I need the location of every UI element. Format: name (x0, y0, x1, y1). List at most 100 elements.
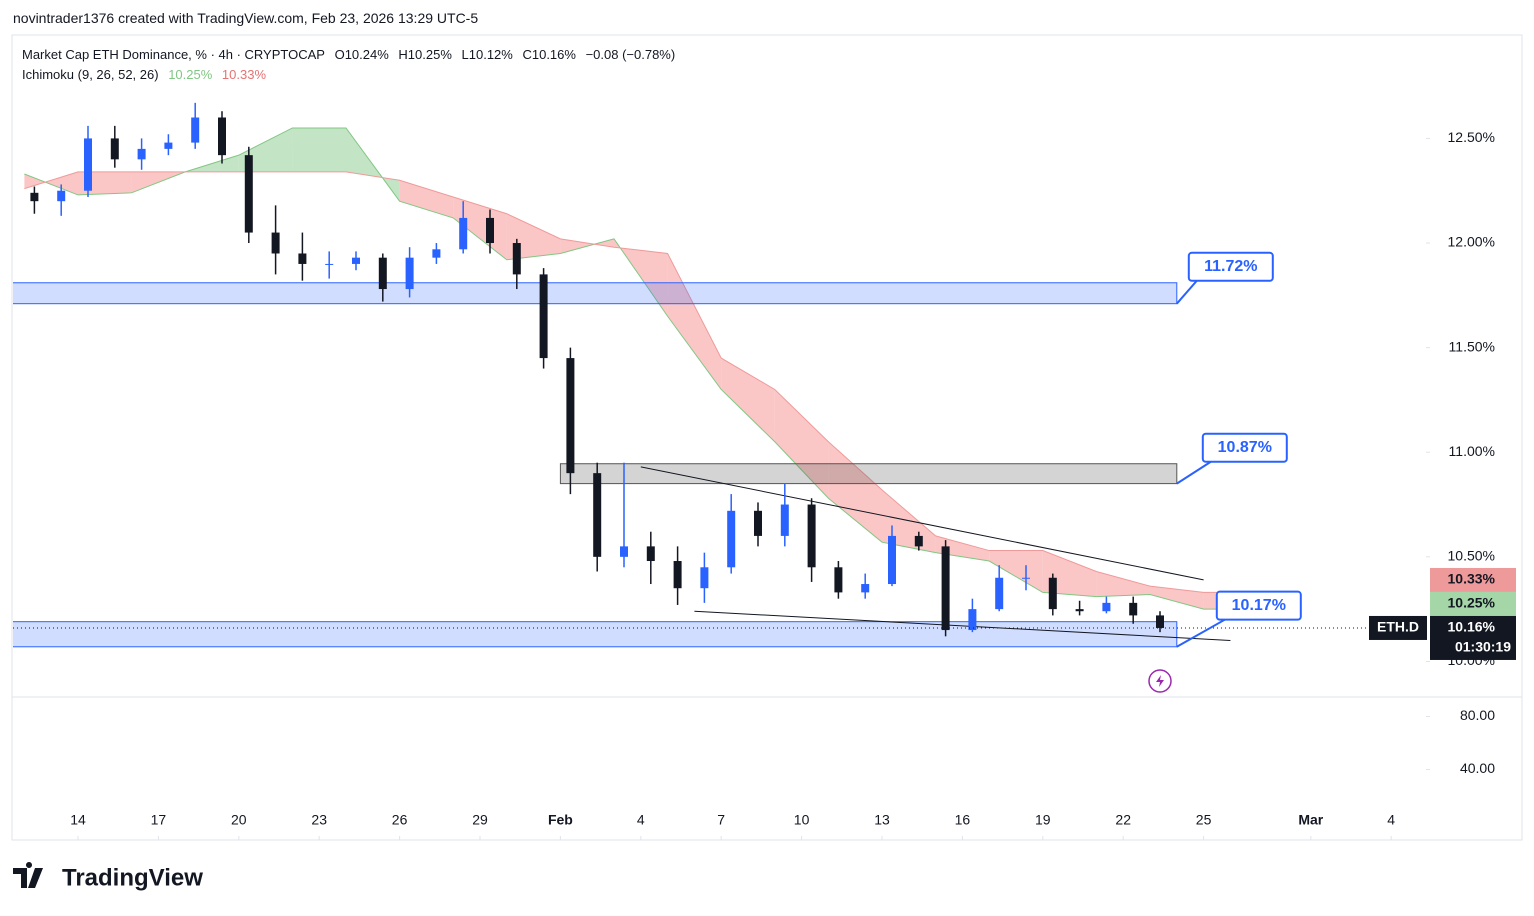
trend-line (640, 466, 1204, 581)
x-tick-label: 22 (1115, 812, 1131, 828)
x-tick-label: 13 (874, 812, 890, 828)
change: −0.08 (−0.78%) (585, 47, 676, 62)
callout-leader (1176, 618, 1226, 648)
candle-body (57, 190, 66, 202)
indicator: Ichimoku (9, 26, 52, 26) (22, 67, 159, 82)
ohlc-low: L10.12% (461, 47, 513, 62)
x-tick-label: 29 (472, 812, 488, 828)
candle-body (218, 117, 226, 156)
callout-leader (1176, 280, 1198, 305)
cloud-fill (667, 253, 722, 390)
candle-body (1156, 615, 1164, 628)
candle-body (1129, 602, 1138, 616)
candle-body (110, 138, 119, 160)
indicator-badge-label: 10.25% (1448, 595, 1496, 611)
callout-box (1187, 251, 1274, 282)
cloud-fill (721, 358, 775, 442)
x-tick-label: 25 (1196, 812, 1212, 828)
candle-body (807, 504, 816, 568)
indicator-value: 10.33% (221, 67, 267, 82)
cloud-fill (399, 180, 454, 218)
candle-body (30, 192, 39, 202)
ohlc-close: C10.16% (522, 47, 576, 62)
chart-frame (11, 34, 1523, 841)
candle-body (700, 567, 709, 589)
callout-label: 10.87% (1218, 439, 1272, 456)
brand-name: TradingView (62, 864, 203, 891)
x-tick-label: 19 (1035, 812, 1051, 828)
ohlc-open: O10.24% (334, 47, 389, 62)
candle-body (995, 577, 1004, 610)
candle-body (888, 535, 896, 585)
last-price-label: 10.16% (1448, 619, 1496, 635)
countdown: 01:30:19 (1455, 639, 1511, 655)
x-tick-label: Mar (1298, 812, 1323, 828)
ohlc-high: H10.25% (398, 47, 452, 62)
cloud-fill (292, 127, 346, 172)
y-tick-label: 11.00% (1449, 443, 1495, 459)
candle-body (1048, 577, 1057, 610)
indicator-badge (1430, 591, 1516, 616)
candle-body (137, 148, 146, 160)
plot-area (13, 102, 1426, 648)
symbol-badge-label: ETH.D (1377, 619, 1419, 635)
candle-body (459, 217, 468, 250)
candle-body (164, 142, 173, 149)
attribution: novintrader1376 created with TradingView… (13, 10, 479, 26)
callout-label: 10.17% (1232, 597, 1286, 614)
x-tick-label: 17 (151, 812, 167, 828)
y-tick-label: 40.00 (1460, 760, 1495, 776)
candle-body (512, 243, 521, 275)
trend-line (694, 610, 1231, 642)
candle-body (378, 257, 387, 290)
cloud-fill (828, 441, 882, 543)
indicator-value: 10.25% (168, 67, 213, 82)
cloud-span (24, 127, 1258, 610)
cloud-fill (453, 196, 507, 260)
candle-body (1075, 609, 1084, 612)
candle-body (727, 510, 736, 568)
y-tick-label: 12.50% (1448, 129, 1495, 145)
candle-body (325, 263, 334, 265)
x-tick-label: 26 (392, 812, 408, 828)
symbol-badge (1369, 615, 1427, 640)
indicator-badge (1430, 567, 1516, 592)
callout-box (1201, 432, 1288, 463)
candle-body (941, 546, 950, 631)
x-tick-label: 10 (794, 812, 810, 828)
y-tick-label: 12.00% (1448, 234, 1495, 250)
brand-logo (13, 862, 43, 888)
indicator-badge-label: 10.33% (1448, 571, 1496, 587)
candle-body (539, 274, 548, 359)
candle-body (780, 504, 789, 536)
cloud-fill (989, 550, 1043, 593)
candle-body (861, 584, 870, 593)
x-tick-label: 16 (955, 812, 971, 828)
y-tick-label: 80.00 (1460, 707, 1495, 723)
x-tick-label: 20 (231, 812, 247, 828)
legend: Market Cap ETH Dominance, % · 4h · CRYPT… (22, 45, 681, 85)
candle-body (646, 546, 655, 562)
candle-body (298, 253, 307, 264)
callout-label: 11.72% (1204, 258, 1257, 275)
candle-body (566, 358, 575, 474)
callout-box (1215, 590, 1302, 621)
candle-body (914, 535, 923, 547)
alert-icon[interactable] (1148, 669, 1172, 693)
candle-body (1022, 577, 1030, 579)
symbol: Market Cap ETH Dominance, % · 4h · CRYPT… (22, 47, 325, 62)
candle-body (84, 138, 92, 191)
candle-body (834, 567, 843, 593)
candle-body (673, 561, 682, 589)
candle-body (405, 257, 414, 290)
candle-body (620, 546, 628, 557)
zone (559, 463, 1178, 485)
candle-body (271, 232, 280, 254)
indicator-row: Ichimoku (9, 26, 52, 26) 10.25% 10.33% (22, 65, 681, 85)
candle-body (432, 249, 441, 258)
cloud-fill (1096, 571, 1150, 597)
cloud-fill (1150, 586, 1204, 610)
x-tick-label: 4 (637, 812, 645, 828)
